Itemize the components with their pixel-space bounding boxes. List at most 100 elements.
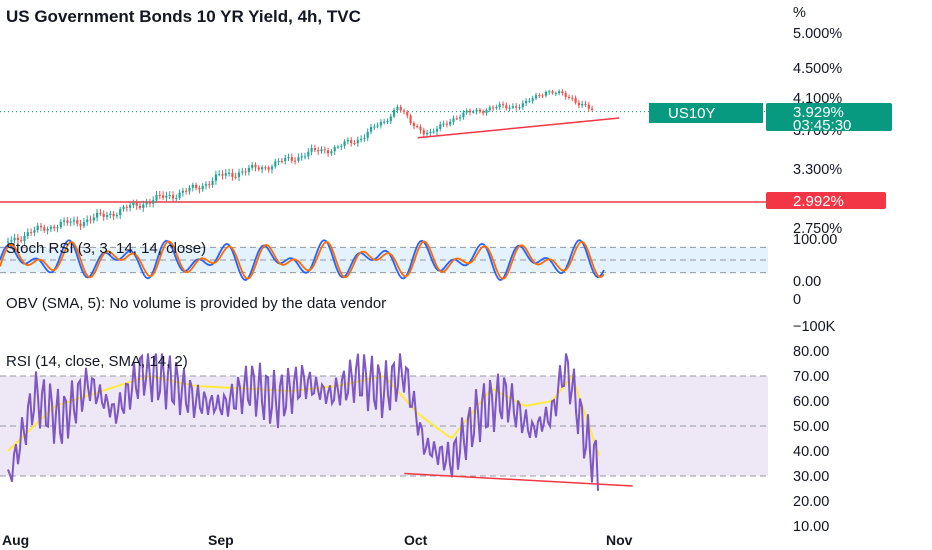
time-axis-label: Oct bbox=[404, 532, 428, 548]
candle-body bbox=[158, 194, 161, 196]
symbol-text: US10Y bbox=[668, 105, 716, 122]
candle-body bbox=[422, 130, 425, 135]
candle-body bbox=[515, 106, 518, 108]
candle-body bbox=[188, 187, 191, 192]
obv-tick-label: 0 bbox=[793, 292, 801, 308]
candle-body bbox=[89, 219, 92, 221]
candle-body bbox=[23, 235, 26, 242]
candle-body bbox=[508, 107, 511, 109]
candle-body bbox=[270, 166, 274, 170]
candle-body bbox=[567, 96, 571, 98]
candle-body bbox=[297, 157, 300, 161]
obv-tick-label: −100K bbox=[793, 319, 836, 335]
candle-body bbox=[168, 195, 171, 197]
candle-body bbox=[307, 151, 310, 157]
candle-body bbox=[115, 215, 118, 217]
candle-body bbox=[234, 176, 237, 178]
candle-body bbox=[452, 118, 455, 122]
candle-body bbox=[505, 105, 508, 109]
candle-body bbox=[290, 157, 293, 161]
candle-body bbox=[327, 150, 330, 154]
rsi-tick-label: 20.00 bbox=[793, 494, 829, 510]
candle-body bbox=[366, 131, 369, 138]
candle-body bbox=[267, 167, 270, 170]
candle-body bbox=[30, 232, 33, 234]
candle-body bbox=[86, 219, 89, 223]
candle-body bbox=[320, 149, 323, 152]
price-tick-label: 4.500% bbox=[793, 61, 842, 77]
candle-body bbox=[211, 180, 214, 185]
price-unit-label: % bbox=[793, 5, 806, 21]
candle-body bbox=[33, 230, 36, 233]
candle-body bbox=[462, 112, 465, 118]
price-candles bbox=[6, 89, 594, 246]
rsi-trendline bbox=[404, 472, 633, 487]
level-price-tag: 2.992% bbox=[766, 192, 886, 210]
candle-body bbox=[416, 126, 419, 128]
candle-body bbox=[10, 240, 13, 242]
candle-body bbox=[336, 146, 340, 148]
candle-body bbox=[587, 104, 590, 109]
candle-body bbox=[584, 103, 587, 105]
candle-body bbox=[198, 187, 201, 190]
candle-body bbox=[277, 160, 280, 162]
candle-body bbox=[195, 184, 198, 188]
candle-body bbox=[244, 171, 247, 173]
candle-body bbox=[360, 138, 363, 140]
candle-body bbox=[379, 122, 382, 126]
candle-body bbox=[478, 109, 481, 112]
candle-body bbox=[554, 93, 557, 95]
candle-body bbox=[43, 227, 46, 231]
stoch-tick-label: 100.00 bbox=[793, 232, 837, 248]
candle-body bbox=[231, 172, 234, 177]
candle-body bbox=[449, 121, 452, 125]
candle-body bbox=[49, 226, 52, 229]
candle-body bbox=[165, 195, 168, 198]
candle-body bbox=[369, 126, 373, 132]
candle-body bbox=[261, 167, 264, 170]
candle-body bbox=[313, 148, 316, 151]
candle-body bbox=[564, 93, 567, 97]
candle-body bbox=[20, 240, 23, 242]
candle-body bbox=[214, 174, 217, 181]
candle-body bbox=[435, 128, 439, 132]
candle-body bbox=[402, 110, 406, 112]
rsi-tick-label: 10.00 bbox=[793, 519, 829, 535]
time-axis-label: Sep bbox=[208, 532, 234, 548]
candle-body bbox=[129, 205, 132, 208]
candle-body bbox=[241, 171, 244, 173]
price-tick-label: 5.000% bbox=[793, 26, 842, 42]
candle-body bbox=[175, 197, 178, 199]
candle-body bbox=[59, 221, 62, 228]
rsi-sma-line bbox=[7, 374, 600, 456]
candle-body bbox=[591, 108, 594, 111]
candle-body bbox=[191, 184, 194, 188]
candle-body bbox=[383, 121, 386, 123]
candle-body bbox=[501, 104, 505, 106]
candle-body bbox=[221, 174, 224, 176]
band-borders bbox=[0, 246, 768, 477]
candle-body bbox=[534, 95, 538, 99]
candle-body bbox=[376, 125, 379, 127]
candle-body bbox=[429, 131, 432, 133]
candle-body bbox=[76, 220, 79, 224]
candle-body bbox=[181, 190, 184, 193]
candle-body bbox=[531, 98, 534, 101]
stoch-axis-ticks: 100.00 0.00 bbox=[793, 232, 837, 290]
candle-body bbox=[280, 160, 283, 162]
candle-body bbox=[492, 107, 495, 109]
candle-body bbox=[109, 213, 112, 216]
candle-body bbox=[406, 111, 409, 116]
candle-body bbox=[346, 140, 349, 142]
countdown-text: 03:45:30 bbox=[793, 117, 851, 134]
candle-body bbox=[488, 107, 491, 111]
candle-body bbox=[66, 220, 69, 223]
candle-body bbox=[237, 172, 241, 178]
candle-body bbox=[294, 160, 297, 162]
candle-body bbox=[538, 95, 541, 97]
candle-body bbox=[330, 151, 333, 154]
rsi-tick-label: 80.00 bbox=[793, 344, 829, 360]
candle-body bbox=[36, 225, 39, 231]
candle-body bbox=[343, 141, 346, 146]
candle-body bbox=[6, 241, 10, 243]
